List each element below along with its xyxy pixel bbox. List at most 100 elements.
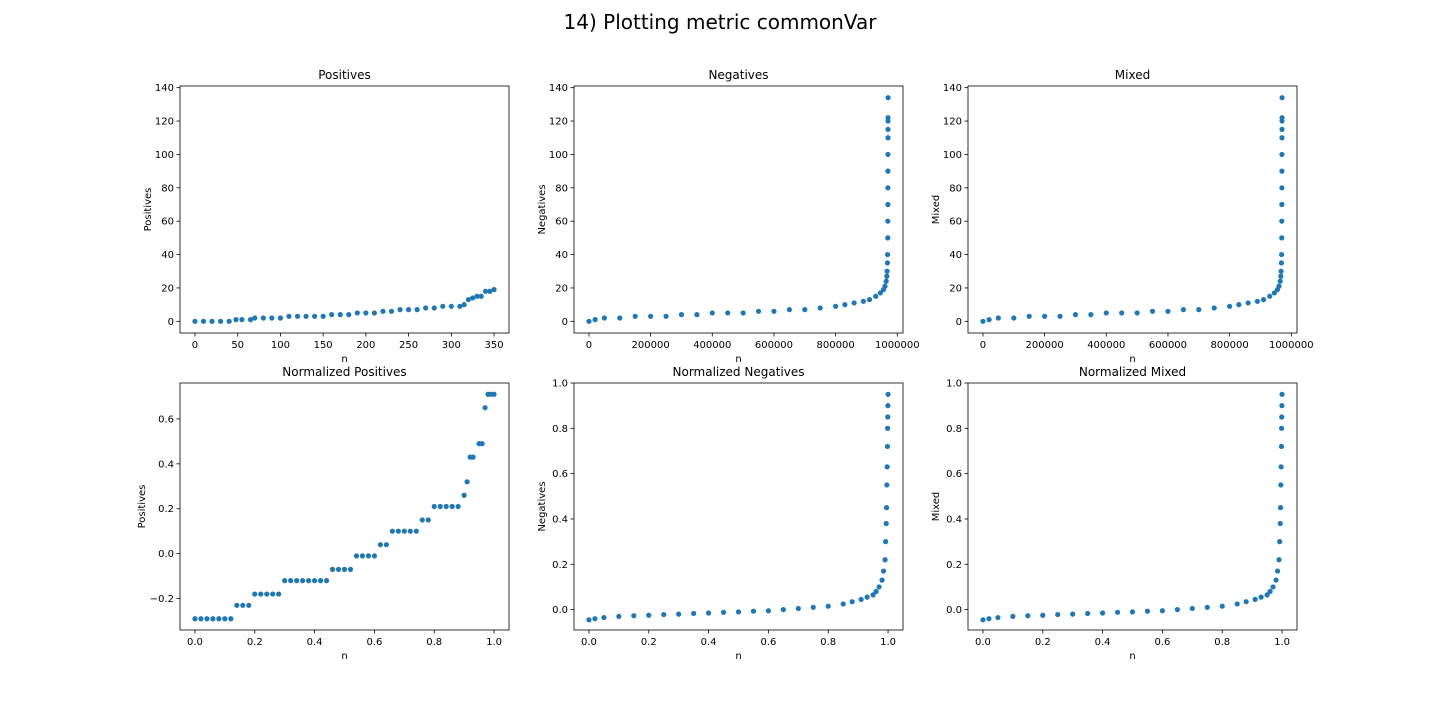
x-tick-label: 0.6: [760, 637, 776, 648]
data-point: [210, 616, 216, 622]
axes-frame: [967, 382, 1298, 631]
subplot-3: 0 200000 400000 600000 800000 1000000 0 20 40 60 8…: [931, 68, 1313, 365]
x-tick-label: 0.0: [581, 637, 597, 648]
data-point: [276, 591, 282, 597]
data-point: [1278, 273, 1284, 279]
data-point: [617, 315, 623, 321]
y-tick-label: 80: [161, 183, 174, 194]
data-point: [661, 611, 667, 618]
y-tick-label: −0.2: [150, 594, 174, 605]
data-point: [873, 588, 879, 595]
data-point: [239, 317, 245, 323]
axes-title: Mixed: [1115, 68, 1150, 82]
data-point: [1129, 609, 1136, 615]
data-point: [1278, 260, 1285, 266]
data-point: [885, 135, 891, 141]
y-tick-label: 80: [555, 183, 568, 194]
data-point: [1057, 313, 1063, 319]
data-point: [1267, 293, 1273, 299]
data-point: [1211, 305, 1217, 311]
data-point: [246, 602, 252, 608]
data-point: [1264, 592, 1270, 598]
data-point: [885, 391, 891, 397]
data-point: [601, 614, 607, 621]
x-tick-label: 0.2: [247, 637, 263, 648]
data-point: [663, 313, 669, 319]
data-point: [876, 584, 882, 590]
data-point: [1277, 505, 1284, 511]
y-tick-label: 60: [161, 217, 174, 228]
data-point: [1103, 310, 1109, 316]
data-point: [646, 612, 652, 618]
y-tick-label: 0.0: [552, 605, 568, 616]
data-point: [461, 302, 467, 308]
data-point: [323, 578, 330, 584]
data-point: [825, 603, 831, 609]
data-point: [397, 307, 403, 313]
y-tick-label: 20: [161, 283, 174, 294]
y-tick-label: 0: [956, 317, 962, 328]
data-point: [491, 287, 497, 293]
data-point: [1279, 218, 1285, 224]
data-point: [885, 235, 891, 241]
data-point: [885, 185, 891, 191]
data-point: [810, 604, 816, 610]
data-point: [192, 318, 198, 324]
data-point: [1236, 302, 1242, 308]
x-tick-label: 1.0: [880, 637, 896, 648]
data-point: [288, 578, 294, 584]
data-point: [601, 315, 607, 321]
data-point: [1278, 251, 1285, 258]
data-point: [461, 492, 467, 498]
data-point: [1267, 588, 1273, 595]
data-point: [303, 313, 309, 319]
data-point: [317, 578, 324, 584]
axes-title: Positives: [318, 68, 371, 82]
y-tick-label: 0.6: [552, 469, 568, 480]
data-point: [694, 312, 700, 318]
figure-suptitle: 14) Plotting metric commonVar: [564, 10, 878, 34]
data-point: [725, 310, 731, 316]
data-point: [1277, 520, 1283, 527]
data-point: [883, 520, 889, 527]
data-point: [880, 568, 887, 574]
data-point: [437, 503, 443, 510]
x-tick-label: 0.6: [366, 637, 382, 648]
axes-frame: [179, 85, 510, 334]
data-point: [448, 303, 454, 309]
x-tick-label: 0.2: [641, 637, 657, 648]
data-point: [337, 312, 343, 318]
x-tick-label: 0.8: [1214, 637, 1230, 648]
series-1: [980, 391, 1285, 623]
data-point: [720, 609, 727, 615]
data-point: [884, 268, 890, 274]
data-point: [842, 302, 848, 308]
data-point: [885, 414, 891, 420]
data-point: [884, 273, 890, 279]
x-axis-label: n: [735, 354, 741, 365]
data-point: [592, 317, 598, 323]
data-point: [765, 608, 772, 614]
y-tick-label: 0.6: [158, 414, 174, 425]
data-point: [1010, 613, 1016, 620]
y-tick-label: 140: [549, 83, 568, 94]
data-point: [882, 557, 888, 563]
data-point: [401, 528, 407, 534]
data-point: [883, 505, 890, 511]
y-axis-label: Mixed: [931, 195, 942, 225]
data-point: [423, 305, 429, 311]
data-point: [465, 297, 472, 303]
x-tick-label: 400000: [1087, 340, 1125, 351]
data-point: [586, 617, 592, 623]
data-point: [740, 310, 746, 316]
data-point: [443, 503, 449, 510]
data-point: [1278, 443, 1285, 450]
y-tick-label: 1.0: [946, 379, 962, 390]
y-tick-label: 0: [168, 317, 174, 328]
data-point: [482, 288, 489, 294]
data-point: [282, 578, 288, 584]
x-tick-label: 100: [271, 340, 290, 351]
y-tick-label: 0.8: [946, 424, 962, 435]
data-point: [586, 318, 592, 324]
data-point: [632, 313, 638, 319]
